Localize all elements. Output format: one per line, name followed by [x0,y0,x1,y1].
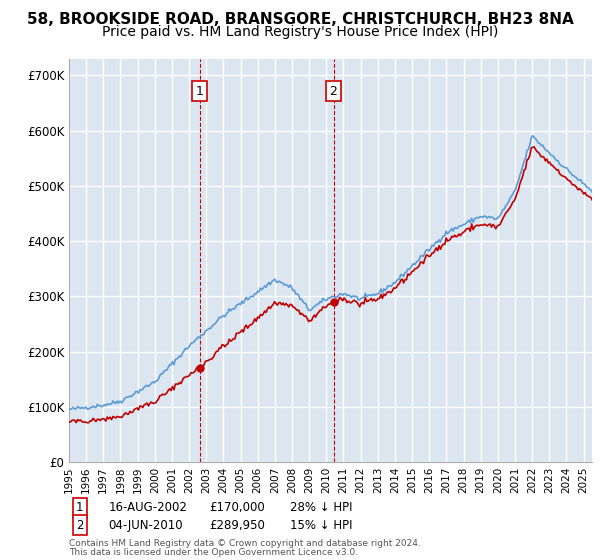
Text: Price paid vs. HM Land Registry's House Price Index (HPI): Price paid vs. HM Land Registry's House … [102,25,498,39]
Text: 16-AUG-2002: 16-AUG-2002 [109,501,187,515]
Text: 1: 1 [196,85,203,97]
Text: 15% ↓ HPI: 15% ↓ HPI [290,519,352,532]
Text: 1: 1 [76,501,83,515]
Text: £170,000: £170,000 [209,501,265,515]
Text: £289,950: £289,950 [209,519,265,532]
Text: 58, BROOKSIDE ROAD, BRANSGORE, CHRISTCHURCH, BH23 8NA: 58, BROOKSIDE ROAD, BRANSGORE, CHRISTCHU… [26,12,574,27]
Text: 04-JUN-2010: 04-JUN-2010 [109,519,183,532]
Text: 2: 2 [76,519,83,532]
Text: 28% ↓ HPI: 28% ↓ HPI [290,501,352,515]
Text: Contains HM Land Registry data © Crown copyright and database right 2024.: Contains HM Land Registry data © Crown c… [69,539,421,548]
Text: This data is licensed under the Open Government Licence v3.0.: This data is licensed under the Open Gov… [69,548,358,557]
Text: 2: 2 [329,85,337,97]
